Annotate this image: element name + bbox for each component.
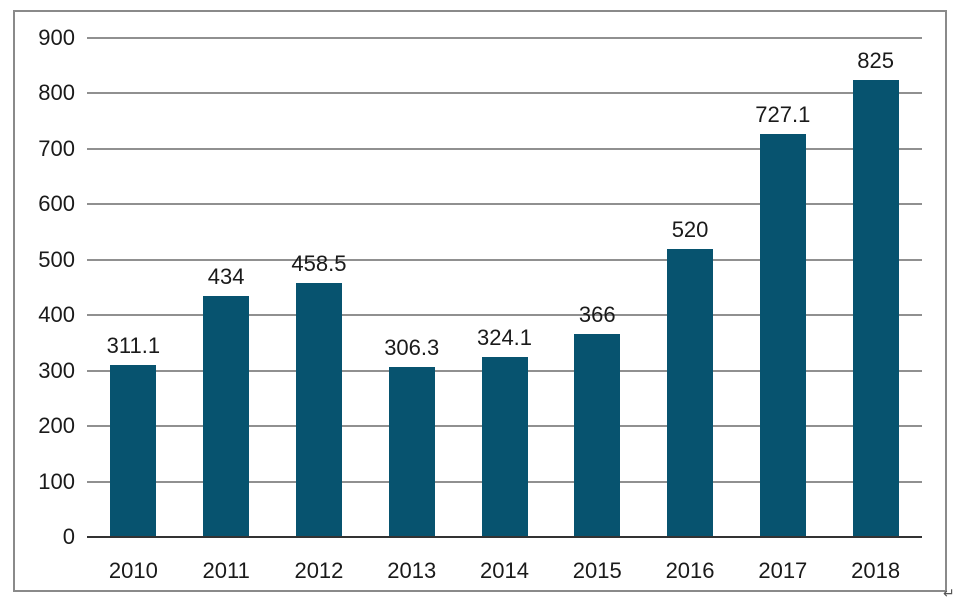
- bar-value-label: 727.1: [755, 101, 811, 127]
- bar-2010: [110, 364, 157, 537]
- x-axis-baseline: [87, 536, 922, 538]
- x-axis-label: 2013: [387, 558, 437, 583]
- x-axis-label: 2018: [851, 558, 901, 583]
- y-axis-tick-label: 300: [38, 357, 75, 383]
- bar-2016: [667, 248, 714, 537]
- y-axis-tick-label: 400: [38, 302, 75, 328]
- y-axis-tick-label: 700: [38, 135, 75, 161]
- y-axis-tick-label: 800: [38, 80, 75, 106]
- y-axis-tick-label: 500: [38, 246, 75, 272]
- return-mark-icon: ↵: [943, 585, 955, 601]
- y-axis-tick-label: 100: [38, 468, 75, 494]
- bar-2012: [295, 282, 342, 537]
- x-axis-label: 2015: [572, 558, 622, 583]
- x-axis-label: 2016: [665, 558, 715, 583]
- x-axis-label: 2012: [294, 558, 344, 583]
- x-axis-label: 2017: [758, 558, 808, 583]
- bar-value-label: 306.3: [384, 335, 440, 361]
- gridline: [87, 203, 922, 206]
- gridline: [87, 147, 922, 150]
- y-axis-tick-label: 900: [38, 25, 75, 50]
- bar-2015: [574, 334, 621, 537]
- x-axis-label: 2010: [108, 558, 158, 583]
- bar-value-label: 324.1: [476, 325, 533, 351]
- bar-2014: [481, 357, 528, 537]
- bar-chart: 0 100 200 300 400 500 600 700 800 900 311.1 2010 434…: [15, 12, 945, 590]
- bar-2011: [203, 296, 250, 537]
- bar-value-label: 311.1: [106, 332, 161, 358]
- bar-value-label: 434: [207, 264, 245, 290]
- gridline: [87, 92, 922, 95]
- bar-2013: [388, 367, 435, 537]
- bar-value-label: 520: [671, 216, 709, 242]
- x-axis-label: 2014: [480, 558, 529, 583]
- bar-value-label: 458.5: [291, 250, 347, 276]
- bar-value-label: 825: [857, 47, 894, 73]
- gridline: [87, 37, 922, 39]
- chart-frame: 0 100 200 300 400 500 600 700 800 900 311.1 2010 434…: [13, 10, 947, 592]
- y-axis-tick-label: 200: [38, 413, 75, 439]
- gridline: [87, 314, 922, 317]
- gridline: [87, 258, 922, 261]
- x-axis-label: 2011: [202, 558, 250, 583]
- y-axis-tick-label: 0: [62, 524, 75, 549]
- bar-2018: [852, 79, 899, 537]
- bar-2017: [759, 133, 806, 537]
- bar-value-label: 366: [578, 302, 616, 328]
- y-axis-tick-label: 600: [38, 191, 75, 217]
